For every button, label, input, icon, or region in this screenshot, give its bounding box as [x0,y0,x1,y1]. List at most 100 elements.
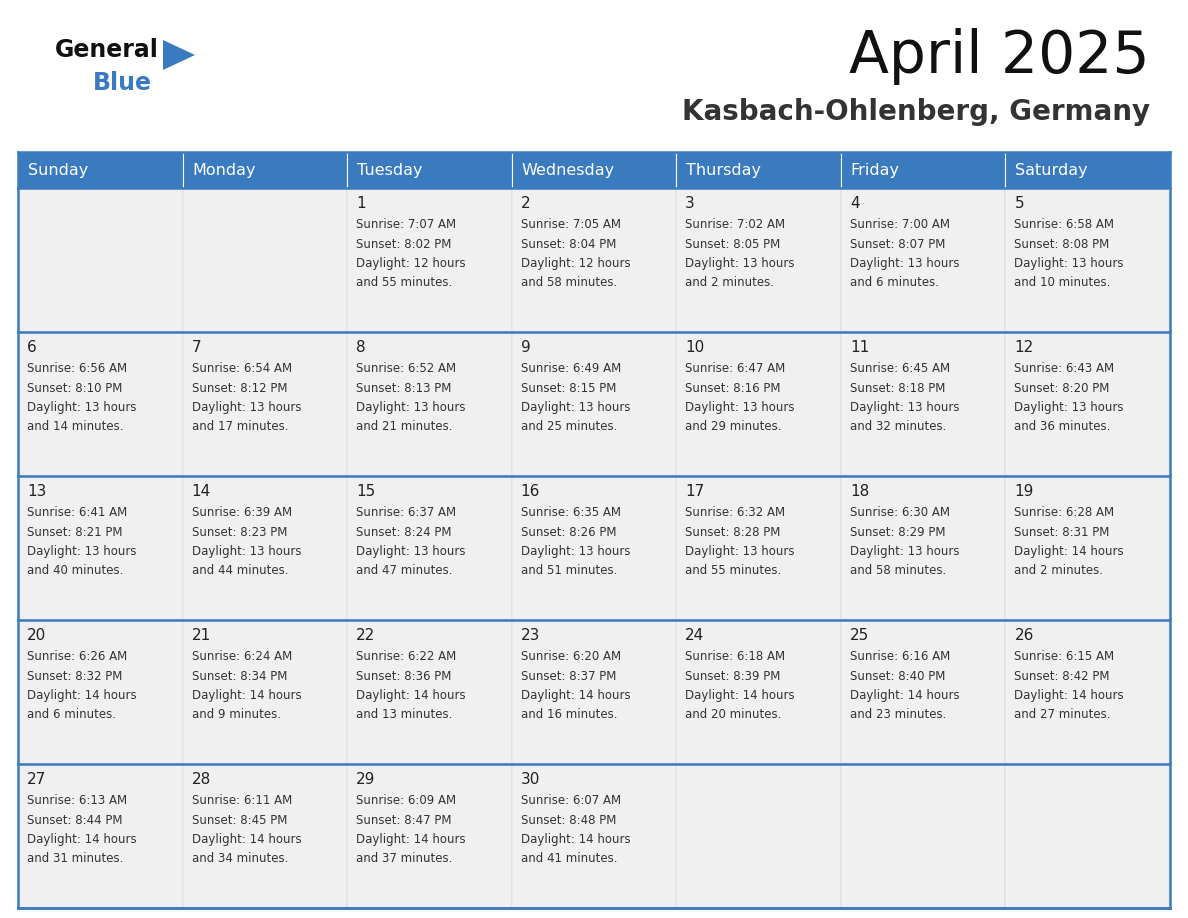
Text: 4: 4 [849,196,859,211]
Text: Daylight: 14 hours: Daylight: 14 hours [27,833,137,846]
Text: Sunrise: 6:30 AM: Sunrise: 6:30 AM [849,506,950,519]
Bar [183,332,347,476]
Text: Daylight: 14 hours: Daylight: 14 hours [685,689,795,702]
Bar [512,188,676,332]
Text: Daylight: 13 hours: Daylight: 13 hours [685,545,795,558]
Text: Sunset: 8:16 PM: Sunset: 8:16 PM [685,382,781,395]
Text: and 32 minutes.: and 32 minutes. [849,420,946,433]
Bar [183,476,347,620]
Text: Sunset: 8:13 PM: Sunset: 8:13 PM [356,382,451,395]
Text: 25: 25 [849,628,870,643]
Text: 18: 18 [849,484,870,499]
Text: Sunset: 8:20 PM: Sunset: 8:20 PM [1015,382,1110,395]
Text: 21: 21 [191,628,210,643]
Bar [676,152,841,188]
Text: Daylight: 14 hours: Daylight: 14 hours [520,689,631,702]
Text: Daylight: 13 hours: Daylight: 13 hours [520,401,630,414]
Text: 23: 23 [520,628,541,643]
Text: 9: 9 [520,340,531,355]
Text: Sunrise: 6:37 AM: Sunrise: 6:37 AM [356,506,456,519]
Text: Sunrise: 6:09 AM: Sunrise: 6:09 AM [356,794,456,807]
Text: and 21 minutes.: and 21 minutes. [356,420,453,433]
Text: 27: 27 [27,772,46,787]
Bar [1005,152,1170,188]
Text: Wednesday: Wednesday [522,162,615,177]
Bar [1005,476,1170,620]
Bar [347,620,512,764]
Text: 29: 29 [356,772,375,787]
Text: 10: 10 [685,340,704,355]
Text: and 34 minutes.: and 34 minutes. [191,853,287,866]
Bar [676,620,841,764]
Bar [841,152,1005,188]
Text: Sunrise: 6:49 AM: Sunrise: 6:49 AM [520,362,621,375]
Text: Sunrise: 6:26 AM: Sunrise: 6:26 AM [27,650,127,663]
Text: Daylight: 12 hours: Daylight: 12 hours [520,257,631,270]
Text: Sunset: 8:23 PM: Sunset: 8:23 PM [191,525,287,539]
Text: and 13 minutes.: and 13 minutes. [356,709,453,722]
Text: Sunset: 8:21 PM: Sunset: 8:21 PM [27,525,122,539]
Bar [841,764,1005,908]
Text: and 27 minutes.: and 27 minutes. [1015,709,1111,722]
Text: 15: 15 [356,484,375,499]
Text: and 6 minutes.: and 6 minutes. [849,276,939,289]
Bar [512,764,676,908]
Text: Sunrise: 6:41 AM: Sunrise: 6:41 AM [27,506,127,519]
Bar [1005,332,1170,476]
Text: Daylight: 13 hours: Daylight: 13 hours [191,545,301,558]
Text: Sunrise: 6:11 AM: Sunrise: 6:11 AM [191,794,292,807]
Text: Sunrise: 6:15 AM: Sunrise: 6:15 AM [1015,650,1114,663]
Text: 12: 12 [1015,340,1034,355]
Text: Sunrise: 6:18 AM: Sunrise: 6:18 AM [685,650,785,663]
Text: Blue: Blue [93,71,152,95]
Bar [18,476,183,620]
Text: Sunset: 8:05 PM: Sunset: 8:05 PM [685,238,781,251]
Text: Sunrise: 6:24 AM: Sunrise: 6:24 AM [191,650,292,663]
Text: Daylight: 14 hours: Daylight: 14 hours [1015,545,1124,558]
Text: Sunset: 8:02 PM: Sunset: 8:02 PM [356,238,451,251]
Text: Sunset: 8:07 PM: Sunset: 8:07 PM [849,238,946,251]
Text: 13: 13 [27,484,46,499]
Bar [676,764,841,908]
Text: Sunrise: 6:39 AM: Sunrise: 6:39 AM [191,506,292,519]
Text: Sunrise: 6:13 AM: Sunrise: 6:13 AM [27,794,127,807]
Text: Sunrise: 6:32 AM: Sunrise: 6:32 AM [685,506,785,519]
Text: April 2025: April 2025 [849,28,1150,85]
Text: Sunrise: 6:22 AM: Sunrise: 6:22 AM [356,650,456,663]
Text: 22: 22 [356,628,375,643]
Text: Tuesday: Tuesday [358,162,423,177]
Text: Sunset: 8:10 PM: Sunset: 8:10 PM [27,382,122,395]
Bar [512,476,676,620]
Bar [676,332,841,476]
Text: Sunrise: 7:02 AM: Sunrise: 7:02 AM [685,218,785,231]
Text: Sunset: 8:28 PM: Sunset: 8:28 PM [685,525,781,539]
Text: Thursday: Thursday [687,162,762,177]
Text: and 58 minutes.: and 58 minutes. [520,276,617,289]
Text: Sunset: 8:34 PM: Sunset: 8:34 PM [191,669,287,682]
Text: Sunset: 8:37 PM: Sunset: 8:37 PM [520,669,617,682]
Text: and 20 minutes.: and 20 minutes. [685,709,782,722]
Text: Daylight: 14 hours: Daylight: 14 hours [520,833,631,846]
Text: and 2 minutes.: and 2 minutes. [1015,565,1104,577]
Text: 6: 6 [27,340,37,355]
Text: and 47 minutes.: and 47 minutes. [356,565,453,577]
Text: Sunrise: 6:56 AM: Sunrise: 6:56 AM [27,362,127,375]
Text: and 29 minutes.: and 29 minutes. [685,420,782,433]
Text: Friday: Friday [851,162,899,177]
Text: Sunrise: 6:58 AM: Sunrise: 6:58 AM [1015,218,1114,231]
Text: and 36 minutes.: and 36 minutes. [1015,420,1111,433]
Text: Sunset: 8:47 PM: Sunset: 8:47 PM [356,813,451,826]
Text: Sunrise: 6:43 AM: Sunrise: 6:43 AM [1015,362,1114,375]
Text: Sunrise: 6:20 AM: Sunrise: 6:20 AM [520,650,621,663]
Text: Daylight: 14 hours: Daylight: 14 hours [849,689,960,702]
Text: 7: 7 [191,340,201,355]
Text: Sunrise: 6:45 AM: Sunrise: 6:45 AM [849,362,950,375]
Text: Kasbach-Ohlenberg, Germany: Kasbach-Ohlenberg, Germany [682,98,1150,126]
Bar [18,332,183,476]
Text: Daylight: 13 hours: Daylight: 13 hours [849,545,960,558]
Text: Sunset: 8:08 PM: Sunset: 8:08 PM [1015,238,1110,251]
Text: and 25 minutes.: and 25 minutes. [520,420,617,433]
Text: Sunset: 8:36 PM: Sunset: 8:36 PM [356,669,451,682]
Text: Sunset: 8:04 PM: Sunset: 8:04 PM [520,238,617,251]
Text: and 58 minutes.: and 58 minutes. [849,565,946,577]
